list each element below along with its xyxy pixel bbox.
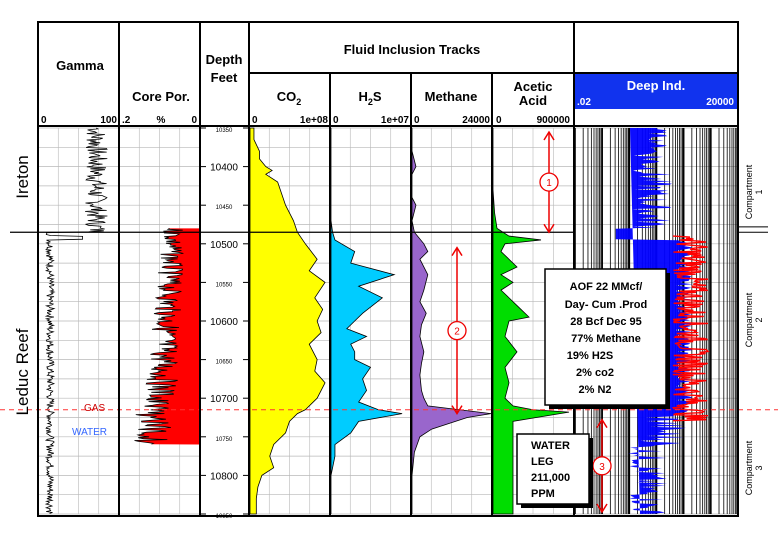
compartment-3-label: Compartment xyxy=(744,440,754,495)
aof-line-2: Day- Cum .Prod xyxy=(565,299,648,311)
compartment-3-num: 3 xyxy=(754,465,764,470)
arrow-head-down xyxy=(543,223,555,234)
core-porosity-curve xyxy=(134,228,184,445)
water-leg-line-1: WATER xyxy=(531,440,570,452)
methane-max: 24000 xyxy=(462,115,490,126)
aof-line-5: 19% H2S xyxy=(567,350,613,362)
compartment-marker-circle xyxy=(539,172,559,192)
depth-title-1: Depth xyxy=(206,52,243,67)
aof-line-3: 28 Bcf Dec 95 xyxy=(570,316,642,328)
series-area-co2 xyxy=(249,127,326,515)
co2-title: CO2 xyxy=(277,89,302,107)
formation-leduc: Leduc Reef xyxy=(13,328,32,415)
arrow-head-down xyxy=(596,503,608,514)
gamma-title: Gamma xyxy=(56,58,104,73)
water-leg-annotation: WATER LEG 211,000 PPM xyxy=(516,433,593,508)
acetic-min: 0 xyxy=(496,115,502,126)
methane-min: 0 xyxy=(414,115,420,126)
formation-ireton: Ireton xyxy=(13,155,32,198)
header-dividers xyxy=(37,21,739,517)
deep-ind-min: .02 xyxy=(577,97,591,108)
co2-max: 1e+08 xyxy=(300,115,329,126)
gamma-curve xyxy=(44,127,108,514)
markers-layer: 1 2 3 xyxy=(447,130,612,514)
series-area-methane xyxy=(411,128,492,514)
depth-label: 10650 xyxy=(216,360,233,366)
core-por-left: .2 xyxy=(122,115,131,126)
arrow-head-up xyxy=(543,130,555,141)
data-layer xyxy=(0,127,778,515)
core-porosity-fill xyxy=(134,228,199,445)
depth-label: 10800 xyxy=(210,471,238,482)
depth-label: 10500 xyxy=(210,240,238,251)
acetic-title-1: Acetic xyxy=(513,79,552,94)
water-leg-line-3: 211,000 xyxy=(531,472,570,484)
depth-label: 10750 xyxy=(216,437,233,443)
depth-label: 10450 xyxy=(216,205,233,211)
compartment-marker-number: 2 xyxy=(454,327,460,338)
depth-ticks: 10350 10400 10450 10500 10550 10600 10650 10700… xyxy=(200,127,249,520)
acetic-title-2: Acid xyxy=(519,93,547,108)
acetic-max: 900000 xyxy=(537,115,571,126)
compartment-2-num: 2 xyxy=(754,317,764,322)
depth-label: 10600 xyxy=(210,317,238,328)
compartment-marker-number: 3 xyxy=(599,462,605,473)
deep-ind-red-curve xyxy=(672,235,710,422)
depth-label: 10350 xyxy=(216,128,233,134)
core-por-unit: % xyxy=(157,115,166,126)
compartment-2-label: Compartment xyxy=(744,292,754,347)
arrow-head-up xyxy=(596,418,608,429)
aof-line-4: 77% Methane xyxy=(571,333,641,345)
gamma-max: 100 xyxy=(100,115,117,126)
aof-annotation: AOF 22 MMcf/ Day- Cum .Prod 28 Bcf Dec 9… xyxy=(544,268,670,409)
core-por-title: Core Por. xyxy=(132,89,190,104)
compartment-marker-circle xyxy=(447,320,467,341)
h2s-min: 0 xyxy=(333,115,339,126)
series-area-acetic-acid xyxy=(492,128,570,515)
arrow-head-up xyxy=(451,246,463,257)
gamma-min: 0 xyxy=(41,115,47,126)
h2s-title: H2S xyxy=(358,89,381,107)
deep-ind-title: Deep Ind. xyxy=(627,78,686,93)
methane-title: Methane xyxy=(425,89,478,104)
core-por-right: 0 xyxy=(191,115,197,126)
arrow-head-down xyxy=(451,405,463,416)
deep-ind-header xyxy=(575,73,738,109)
co2-min: 0 xyxy=(252,115,258,126)
aof-line-6: 2% co2 xyxy=(576,367,614,379)
depth-label: 10400 xyxy=(210,163,238,174)
depth-title-2: Feet xyxy=(211,70,238,85)
compartment-marker-number: 1 xyxy=(546,178,552,189)
compartment-1-label: Compartment xyxy=(744,164,754,219)
depth-label: 10700 xyxy=(210,394,238,405)
h2s-max: 1e+07 xyxy=(381,115,410,126)
water-leg-line-4: PPM xyxy=(531,488,555,500)
gas-label: GAS xyxy=(84,403,105,414)
series-area-h2s xyxy=(330,128,403,514)
aof-line-7: 2% N2 xyxy=(578,384,611,396)
water-label: WATER xyxy=(72,427,107,438)
fluid-inclusion-title: Fluid Inclusion Tracks xyxy=(344,42,481,57)
aof-line-1: AOF 22 MMcf/ xyxy=(570,281,643,293)
compartment-1-num: 1 xyxy=(754,189,764,194)
deep-ind-max: 20000 xyxy=(706,97,734,108)
depth-label: 10550 xyxy=(216,282,233,288)
water-leg-line-2: LEG xyxy=(531,456,554,468)
